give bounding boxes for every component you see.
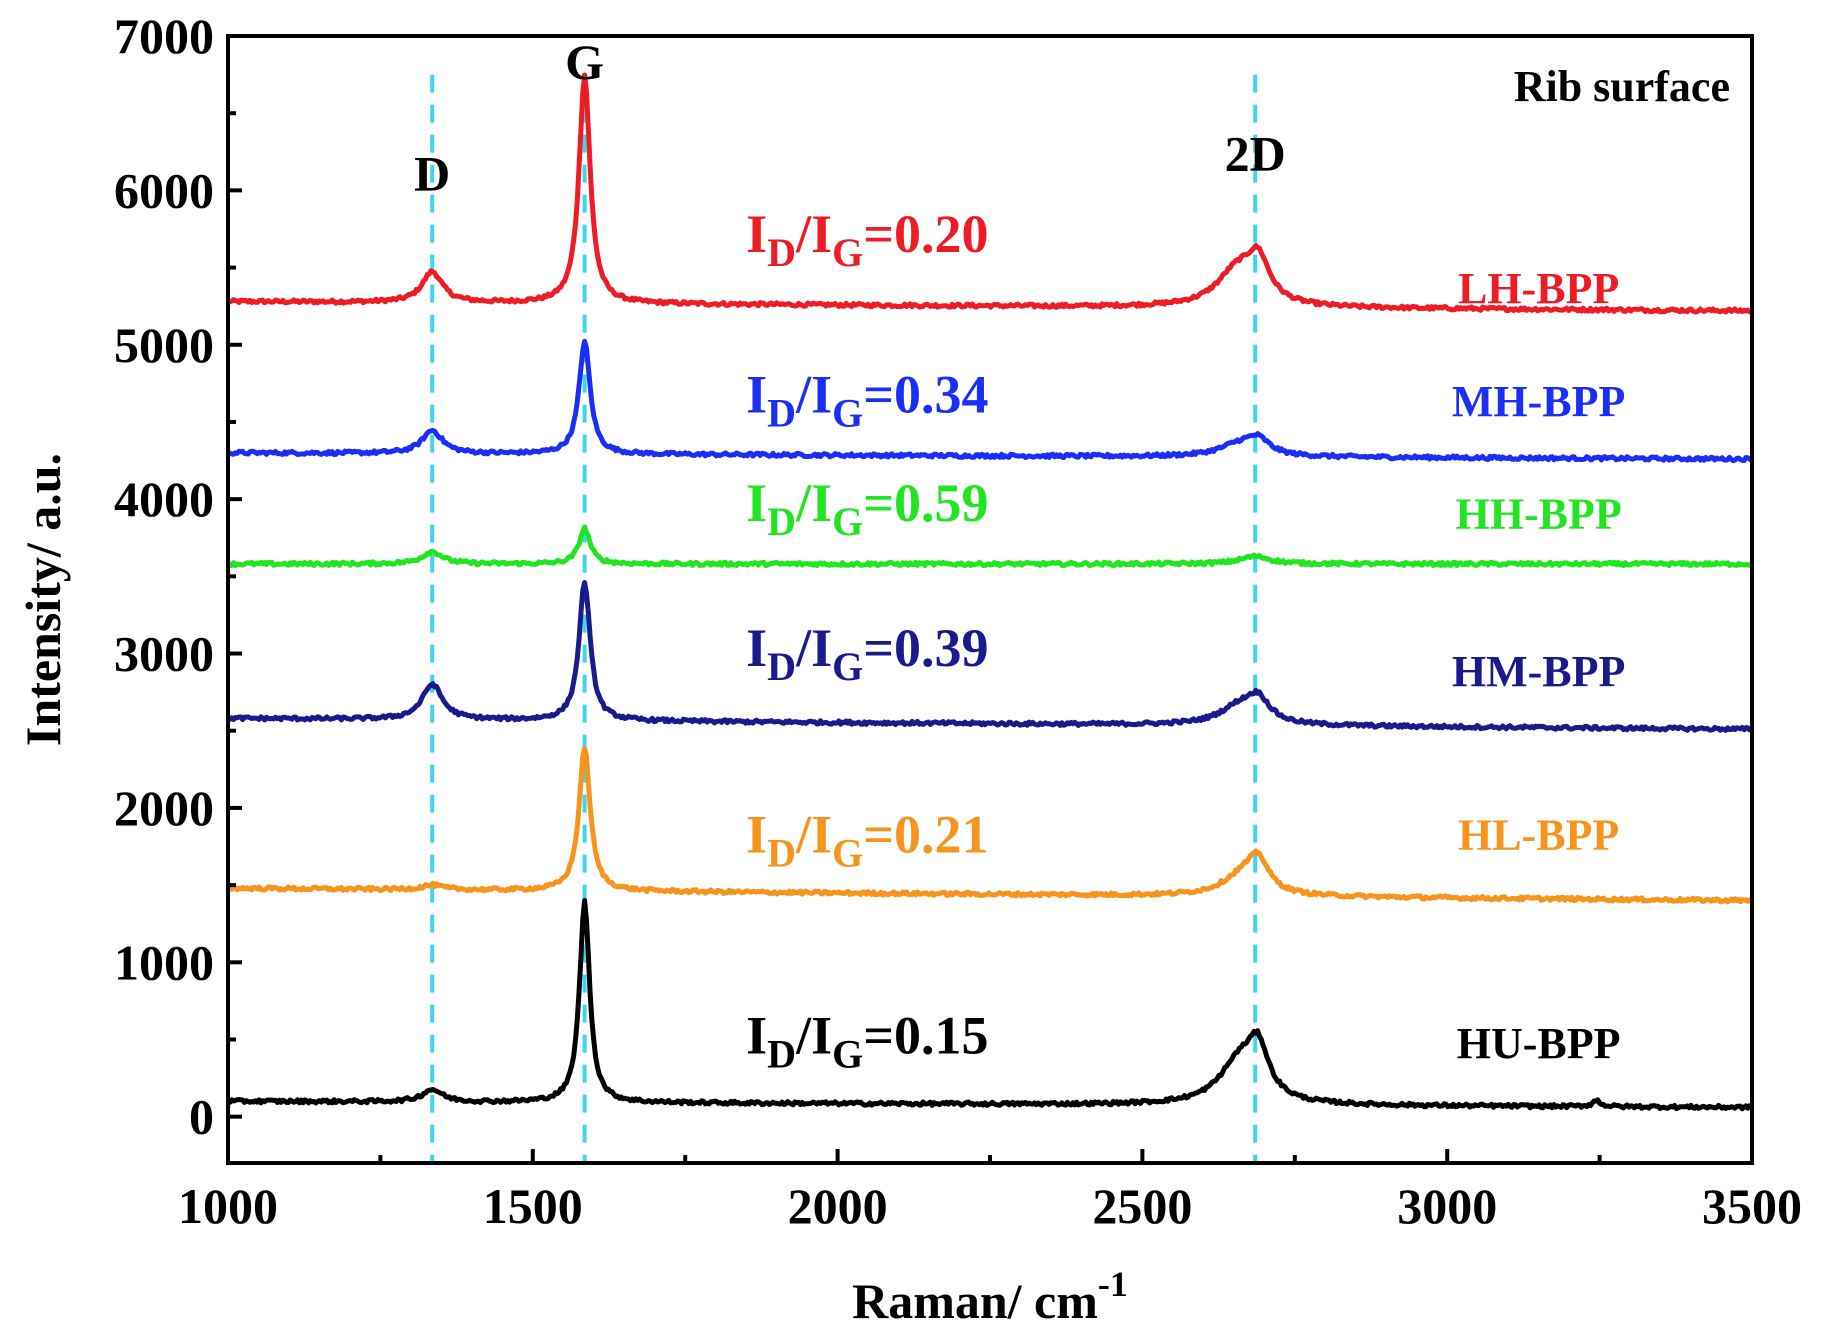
series-line-lh-bpp — [226, 72, 1754, 315]
ratio-label-part: /I — [795, 473, 832, 533]
series-line-mh-bpp — [226, 338, 1754, 464]
ratio-label-part: G — [832, 230, 863, 275]
ratio-label-part: I — [746, 805, 767, 865]
y-tick-label: 7000 — [114, 8, 214, 64]
y-tick-label: 4000 — [114, 471, 214, 527]
ratio-label-part: I — [746, 1005, 767, 1065]
ratio-label-part: =0.34 — [863, 365, 988, 425]
series-name-label-hl-bpp: HL-BPP — [1458, 811, 1619, 860]
series-name-label-lh-bpp: LH-BPP — [1458, 264, 1619, 313]
ratio-label-hl-bpp: ID/IG=0.21 — [746, 805, 988, 876]
ratio-label-part: G — [832, 644, 863, 689]
ratio-label-part: D — [767, 831, 796, 876]
ratio-label-part: /I — [795, 618, 832, 678]
x-tick-label: 3500 — [1702, 1178, 1802, 1234]
ratio-label-part: /I — [795, 204, 832, 264]
ratio-label-part: I — [746, 618, 767, 678]
ratio-label-part: D — [767, 499, 796, 544]
series-name-label-hh-bpp: HH-BPP — [1456, 489, 1622, 538]
x-tick-label: 1500 — [483, 1178, 583, 1234]
series-line-hu-bpp — [227, 898, 1754, 1112]
x-tick-label: 2000 — [788, 1178, 888, 1234]
series-name-label-mh-bpp: MH-BPP — [1452, 377, 1626, 426]
ratio-label-lh-bpp: ID/IG=0.20 — [746, 204, 988, 275]
ratio-label-part: I — [746, 204, 767, 264]
ratio-label-part: =0.59 — [863, 473, 988, 533]
peak-labels: D G 2D — [414, 34, 1286, 201]
spectra-series — [225, 72, 1754, 1112]
ratio-label-part: =0.20 — [863, 204, 988, 264]
y-tick-label: 6000 — [114, 162, 214, 218]
ratio-label-part: G — [832, 391, 863, 436]
x-tick-label: 3000 — [1397, 1178, 1497, 1234]
ratio-label-part: /I — [795, 805, 832, 865]
x-axis: 1000 1500 2000 2500 3000 3500 — [178, 1149, 1802, 1234]
y-tick-label: 1000 — [114, 934, 214, 990]
peak-guide-lines — [430, 74, 1258, 1163]
ratio-label-part: I — [746, 365, 767, 425]
ratio-label-part: =0.21 — [863, 805, 988, 865]
ratio-label-part: /I — [795, 365, 832, 425]
x-axis-title-superscript: -1 — [1098, 1264, 1128, 1304]
ratio-label-part: D — [767, 230, 796, 275]
ratio-label-part: D — [767, 391, 796, 436]
y-axis: 0 1000 2000 3000 4000 5000 6000 7000 — [114, 8, 242, 1145]
x-axis-title: Raman/ cm-1 — [852, 1264, 1128, 1329]
ratio-label-part: I — [746, 473, 767, 533]
ratio-label-part: G — [832, 831, 863, 876]
ratio-label-hm-bpp: ID/IG=0.39 — [746, 618, 988, 689]
peak-label-g: G — [565, 34, 604, 90]
series-name-label-hu-bpp: HU-BPP — [1457, 1019, 1621, 1068]
ratio-label-hu-bpp: ID/IG=0.15 — [746, 1005, 988, 1076]
y-tick-label: 0 — [189, 1089, 214, 1145]
x-tick-label: 1000 — [178, 1178, 278, 1234]
series-line-hh-bpp — [227, 524, 1754, 569]
x-axis-title-main: Raman/ cm — [852, 1273, 1098, 1329]
ratio-label-part: G — [832, 499, 863, 544]
x-tick-label: 2500 — [1092, 1178, 1192, 1234]
y-axis-title: Intensity/ a.u. — [15, 453, 71, 746]
series-line-hl-bpp — [226, 746, 1753, 905]
corner-label: Rib surface — [1514, 62, 1730, 111]
series-line-hm-bpp — [225, 580, 1753, 733]
ratio-label-part: =0.15 — [863, 1005, 988, 1065]
ratio-label-part: G — [832, 1031, 863, 1076]
ratio-label-part: D — [767, 1031, 796, 1076]
y-tick-label: 3000 — [114, 626, 214, 682]
y-tick-label: 5000 — [114, 317, 214, 373]
ratio-label-part: D — [767, 644, 796, 689]
ratio-label-hh-bpp: ID/IG=0.59 — [746, 473, 988, 544]
y-tick-label: 2000 — [114, 780, 214, 836]
ratio-label-mh-bpp: ID/IG=0.34 — [746, 365, 988, 436]
ratio-label-part: =0.39 — [863, 618, 988, 678]
series-name-label-hm-bpp: HM-BPP — [1452, 647, 1626, 696]
peak-label-2d: 2D — [1225, 125, 1286, 181]
ratio-label-part: /I — [795, 1005, 832, 1065]
peak-label-d: D — [414, 145, 450, 201]
